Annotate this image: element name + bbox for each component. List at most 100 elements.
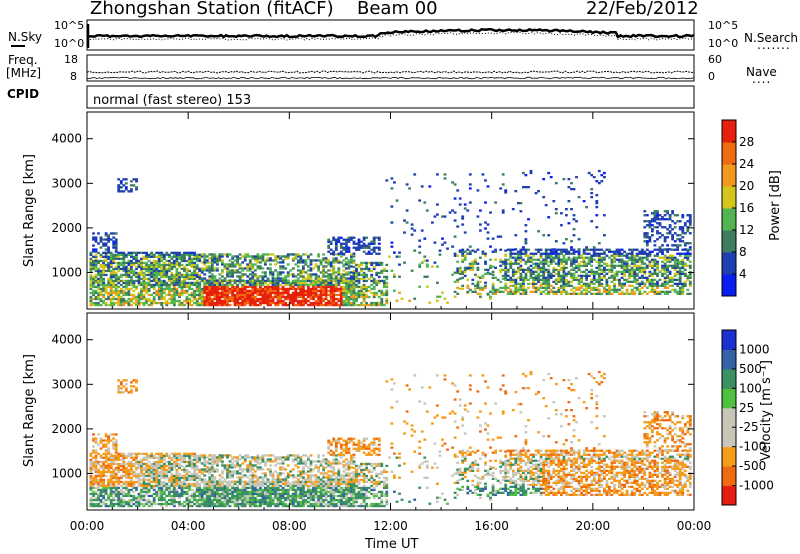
power-cell: [162, 301, 166, 305]
power-cell: [554, 290, 558, 293]
power-cell: [218, 281, 222, 285]
power-cell: [605, 248, 609, 251]
velocity-cell: [137, 474, 141, 478]
power-cell: [231, 255, 234, 258]
power-cell: [504, 268, 508, 271]
power-cell: [585, 206, 588, 209]
power-cell: [114, 253, 118, 256]
power-cell: [524, 254, 528, 257]
velocity-cell: [97, 488, 100, 492]
power-cell: [94, 303, 98, 307]
power-cell: [243, 273, 247, 276]
power-cell: [688, 260, 692, 263]
power-cell: [615, 248, 619, 251]
power-cell: [107, 251, 110, 254]
power-cell: [355, 267, 358, 271]
power-cell: [592, 246, 596, 249]
power-cell: [114, 244, 118, 247]
power-cell: [565, 278, 568, 281]
power-cell: [92, 265, 95, 269]
power-cell: [506, 274, 510, 277]
power-cell: [491, 250, 495, 253]
power-cell: [476, 292, 480, 295]
power-cell: [190, 299, 194, 303]
power-cell: [314, 291, 318, 295]
power-cell: [491, 237, 495, 240]
power-cell: [542, 280, 546, 283]
velocity-cell: [142, 456, 146, 459]
velocity-cell: [173, 474, 176, 478]
power-cell: [608, 288, 611, 291]
power-cell: [130, 277, 133, 281]
power-cell: [517, 268, 520, 271]
power-cell: [324, 281, 328, 285]
power-cell: [345, 299, 348, 303]
power-cell: [367, 267, 371, 271]
power-cell: [205, 269, 209, 272]
power-cell: [264, 253, 267, 256]
power-cell: [114, 255, 118, 258]
power-cell: [653, 254, 657, 257]
power-cell: [370, 248, 374, 251]
power-cell: [89, 295, 93, 299]
power-cell: [625, 260, 629, 263]
power-cell: [309, 283, 313, 287]
power-cell: [683, 274, 687, 277]
power-cell: [613, 254, 616, 257]
velocity-cell: [150, 504, 153, 508]
velocity-cell: [89, 470, 93, 474]
power-cell: [544, 278, 548, 281]
power-cell: [135, 299, 138, 303]
power-cell: [595, 292, 599, 295]
velocity-cell: [104, 504, 108, 508]
power-cell: [377, 246, 381, 249]
velocity-cell: [130, 454, 133, 457]
power-cell: [461, 284, 465, 287]
power-cell: [137, 261, 141, 265]
power-cell: [304, 277, 308, 280]
power-cell: [557, 290, 561, 293]
power-cell: [160, 297, 164, 301]
power-cell: [135, 273, 138, 277]
power-cell: [529, 260, 533, 263]
power-cell: [89, 301, 93, 305]
power-cell: [501, 268, 505, 271]
power-cell: [155, 283, 159, 287]
power-cell: [269, 279, 272, 283]
power-cell: [152, 263, 156, 267]
velocity-cell: [97, 494, 100, 498]
power-cell: [221, 303, 224, 307]
power-cell: [188, 261, 191, 265]
velocity-cell: [157, 462, 161, 466]
power-cell: [547, 252, 551, 255]
power-cell: [109, 281, 113, 285]
power-cell: [418, 239, 422, 242]
power-cell: [109, 291, 113, 295]
power-cell: [253, 301, 257, 305]
power-cell: [281, 267, 285, 270]
power-cell: [132, 184, 136, 187]
velocity-cell: [193, 458, 196, 461]
velocity-cell: [185, 498, 189, 502]
power-cell: [89, 299, 93, 303]
power-cell: [233, 295, 237, 299]
power-cell: [203, 297, 207, 301]
velocity-cell: [152, 480, 156, 484]
power-cell: [539, 260, 543, 263]
power-cell: [155, 273, 159, 277]
power-cell: [491, 276, 495, 279]
power-cell: [218, 287, 222, 291]
power-cell: [372, 303, 376, 307]
power-cell: [509, 276, 513, 279]
power-cell: [648, 280, 652, 283]
velocity-cell: [185, 452, 189, 455]
power-cell: [117, 188, 121, 191]
power-cell: [352, 299, 356, 303]
power-cell: [109, 285, 113, 289]
power-cell: [102, 255, 105, 258]
power-cell: [552, 260, 556, 263]
power-cell: [648, 264, 652, 267]
power-cell: [256, 287, 260, 291]
power-cell: [114, 238, 118, 241]
velocity-cell: [175, 454, 179, 457]
